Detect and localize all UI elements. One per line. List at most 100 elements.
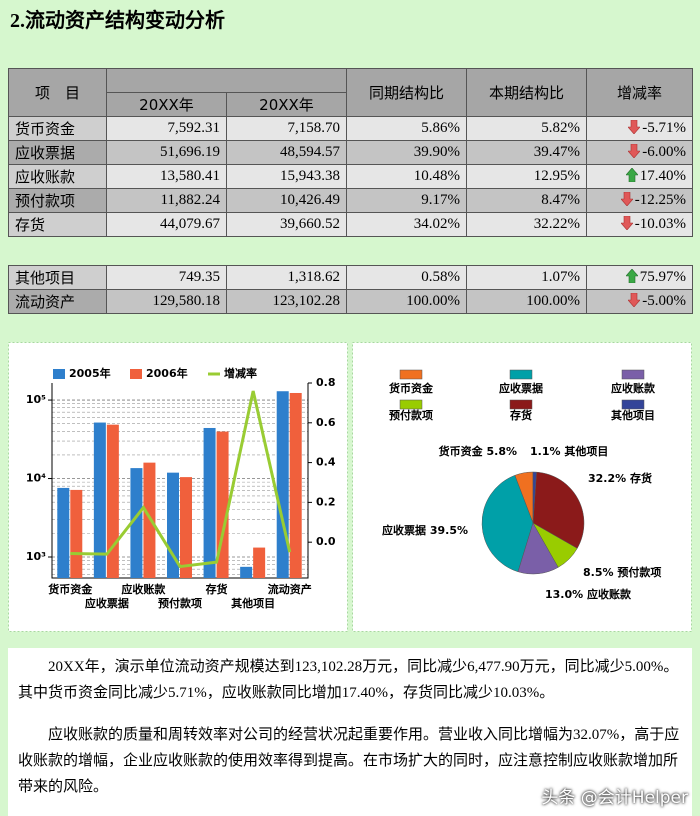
- line: [70, 390, 292, 569]
- legend-label: 其他项目: [611, 408, 655, 422]
- bar: [93, 422, 106, 578]
- y-tick-label: 10⁵: [26, 393, 46, 406]
- x-tick-label: 预付款项: [158, 596, 202, 610]
- table-cell: 0.58%: [346, 265, 467, 290]
- table-cell: 7,158.70: [226, 116, 347, 141]
- legend-swatch: [53, 369, 65, 379]
- pie-label-part: 5.8%: [486, 445, 517, 458]
- x-tick-label: 应收票据: [85, 596, 129, 610]
- table-row: 货币资金 7,592.31 7,158.70 5.86% 5.82% -5.71%: [8, 116, 693, 141]
- table-cell: 13,580.41: [106, 164, 227, 189]
- paragraph: 20XX年，演示单位流动资产规模达到123,102.28万元，同比减少6,477…: [18, 659, 679, 701]
- legend-swatch: [130, 369, 142, 379]
- trend-arrow: [625, 268, 639, 284]
- pie-label-part: 8.5%: [583, 566, 614, 579]
- table-cell: 应收账款: [8, 164, 107, 189]
- legend-swatch: [509, 369, 533, 380]
- trend-arrow-shape: [625, 167, 639, 183]
- column-header: 本期结构比: [466, 68, 587, 117]
- table-cell: 39,660.52: [226, 212, 347, 237]
- table-cell: 34.02%: [346, 212, 467, 237]
- bar: [57, 487, 70, 578]
- pie-label-part: 1.1%: [530, 445, 561, 458]
- trend-arrow-shape: [625, 268, 639, 284]
- table-cell: 10.48%: [346, 164, 467, 189]
- y2-tick-label: 0.2: [316, 495, 336, 508]
- pie-label-part: 应收票据: [382, 523, 426, 537]
- table-cell: 流动资产: [8, 289, 107, 314]
- table-cell: 123,102.28: [226, 289, 347, 314]
- y2-tick-label: 0.4: [316, 456, 336, 469]
- pie-label-part: 预付款项: [617, 565, 661, 579]
- pie-label-part: 其他项目: [564, 444, 608, 458]
- table-cell: 5.82%: [466, 116, 587, 141]
- table-cell: 存货: [8, 212, 107, 237]
- table-cell: 12.95%: [466, 164, 587, 189]
- cell-text: -6.00%: [642, 144, 686, 160]
- summary-table: 其他项目 749.35 1,318.62 0.58% 1.07% 75.97% 流动资产 12…: [8, 265, 693, 314]
- bar: [289, 392, 302, 578]
- table-cell: 10,426.49: [226, 188, 347, 213]
- column-header: 20XX年: [106, 92, 227, 117]
- paragraph: 应收账款的质量和周转效率对公司的经营状况起重要作用。营业收入同比增幅为32.07…: [18, 727, 680, 795]
- table-cell: 应收票据: [8, 140, 107, 165]
- table-cell: 9.17%: [346, 188, 467, 213]
- table-cell: 1,318.62: [226, 265, 347, 290]
- cell-text: -12.25%: [634, 192, 686, 208]
- trend-arrow: [625, 167, 639, 183]
- table-cell: 75.97%: [586, 265, 693, 290]
- table-cell: 129,580.18: [106, 289, 227, 314]
- table-cell: 15,943.38: [226, 164, 347, 189]
- watermark: 头条 @会计Helper: [541, 788, 688, 808]
- table-cell: 5.86%: [346, 116, 467, 141]
- legend-swatch: [399, 399, 423, 410]
- bar: [143, 462, 156, 578]
- table-cell: 44,079.67: [106, 212, 227, 237]
- legend-label: 增减率: [224, 366, 257, 380]
- cell-text: 17.40%: [639, 168, 686, 184]
- table-cell: 100.00%: [346, 289, 467, 314]
- column-header: 项 目: [8, 68, 107, 117]
- y-tick-label: 10³: [26, 550, 46, 563]
- column-header: 增减率: [586, 68, 693, 117]
- pie-label-part: 货币资金: [438, 444, 484, 458]
- legend-label: 预付款项: [389, 408, 433, 422]
- pie-label: 13.0% 应收账款: [545, 587, 632, 601]
- cell-text: -10.03%: [634, 216, 686, 232]
- trend-arrow-shape: [627, 292, 641, 308]
- table-cell: -10.03%: [586, 212, 693, 237]
- legend-swatch: [399, 369, 423, 380]
- table-cell: -6.00%: [586, 140, 693, 165]
- legend-label: 存货: [510, 408, 532, 422]
- table-cell: 17.40%: [586, 164, 693, 189]
- table-cell: 11,882.24: [106, 188, 227, 213]
- table-cell: 8.47%: [466, 188, 587, 213]
- table-cell: 预付款项: [8, 188, 107, 213]
- y2-tick-label: 0.8: [316, 376, 336, 389]
- pie-label-part: 应收账款: [587, 587, 632, 601]
- table-row: 其他项目 749.35 1,318.62 0.58% 1.07% 75.97%: [8, 265, 693, 290]
- pie-label: 32.2% 存货: [588, 471, 652, 485]
- trend-arrow: [627, 119, 641, 135]
- table-cell: 100.00%: [466, 289, 587, 314]
- legend-label: 货币资金: [388, 381, 434, 395]
- y2-tick-label: 0.6: [316, 416, 336, 429]
- pie-slice: [481, 475, 534, 573]
- table-cell: 1.07%: [466, 265, 587, 290]
- bar: [276, 391, 289, 578]
- legend-swatch: [621, 369, 645, 380]
- table-row: 预付款项 11,882.24 10,426.49 9.17% 8.47% -12.25%: [8, 188, 693, 213]
- cell-text: -5.71%: [642, 120, 686, 136]
- trend-arrow-shape: [620, 215, 634, 231]
- table-cell: 39.90%: [346, 140, 467, 165]
- trend-arrow: [620, 215, 634, 231]
- analysis-text: 20XX年，演示单位流动资产规模达到123,102.28万元，同比减少6,477…: [8, 648, 692, 816]
- pie-label-part: 存货: [630, 471, 652, 485]
- column-header: 同期结构比: [346, 68, 467, 117]
- pie-label: 8.5% 预付款项: [583, 565, 661, 579]
- table-cell: 51,696.19: [106, 140, 227, 165]
- table-cell: 749.35: [106, 265, 227, 290]
- legend-swatch: [509, 399, 533, 410]
- x-tick-label: 流动资产: [268, 582, 312, 596]
- table-cell: 48,594.57: [226, 140, 347, 165]
